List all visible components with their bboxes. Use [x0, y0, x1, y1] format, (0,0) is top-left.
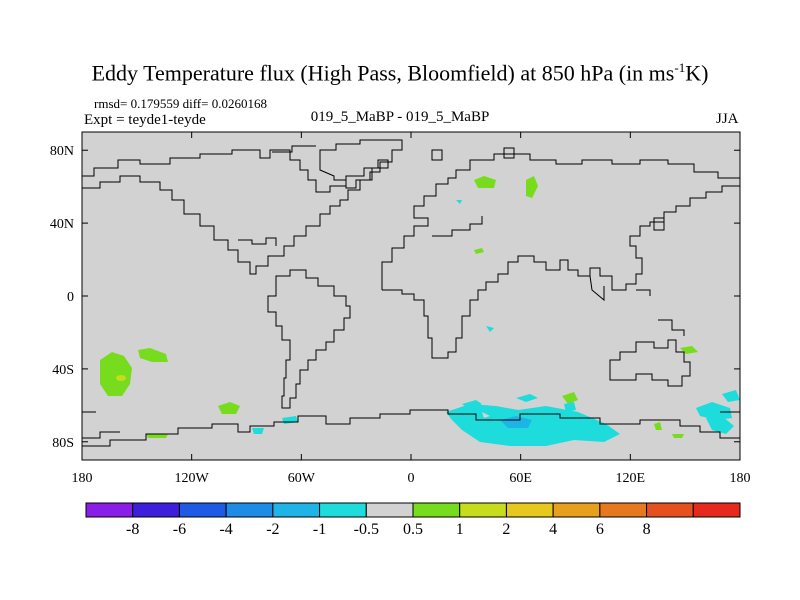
continent-outline	[503, 147, 515, 159]
colorbar-bin	[225, 502, 274, 518]
lat-tick-label: 0	[67, 290, 74, 305]
lat-tick-label: 80N	[50, 144, 74, 159]
continent-outline	[82, 431, 120, 439]
colorbar-label: 8	[643, 521, 651, 538]
continent-outline	[82, 149, 389, 275]
colorbar-bin	[365, 502, 414, 518]
anomaly-patch	[462, 400, 482, 410]
colorbar-bin	[552, 502, 601, 518]
anomaly-patch	[500, 416, 532, 428]
colorbar-label: -8	[126, 521, 139, 538]
colorbar-bin	[319, 502, 367, 518]
colorbar-label: 1	[456, 521, 464, 538]
continent-outline	[267, 269, 351, 409]
colorbar: -8 -6 -4 -2 -1 -0.5 0.5 1 2 4 6 8	[85, 502, 741, 538]
anomaly-patch	[696, 402, 732, 420]
map-background	[82, 132, 740, 460]
anomaly-patch	[252, 428, 264, 434]
continent-outlines	[82, 139, 740, 447]
anomaly-patch	[516, 394, 538, 402]
season-label: JJA	[716, 111, 739, 127]
anomaly-patch	[706, 416, 734, 434]
colorbar-bin	[85, 502, 134, 518]
continent-outline	[238, 237, 277, 246]
continent-outline	[431, 149, 443, 161]
lon-axis: 180 120W 60W 0 60E 120E 180	[72, 132, 751, 486]
lat-axis: 80N 40N 0 40S 80S	[50, 144, 740, 451]
colorbar-bin	[692, 502, 741, 518]
continent-outline	[658, 319, 685, 336]
colorbar-bin	[178, 502, 227, 518]
anomaly-patch	[218, 402, 240, 414]
colorbar-label: 6	[596, 521, 604, 538]
lon-tick-label: 120W	[175, 471, 210, 486]
experiment-label: Expt = teyde1-teyde	[84, 112, 206, 128]
colorbar-bin	[599, 502, 648, 518]
continent-outline	[319, 139, 403, 189]
continent-outline	[653, 217, 665, 231]
anomaly-patch	[486, 326, 494, 332]
anomaly-patch	[456, 200, 462, 204]
anomaly-patch	[672, 434, 684, 438]
lat-tick-label: 40N	[50, 217, 74, 232]
lat-tick-label: 80S	[52, 436, 74, 451]
lon-tick-label: 60W	[288, 471, 316, 486]
anomaly-patch	[146, 434, 168, 438]
colorbar-label: -4	[219, 521, 232, 538]
colorbar-bin	[412, 502, 461, 518]
continent-outline	[382, 185, 740, 359]
anomaly-patch	[722, 390, 740, 402]
anomaly-patch	[100, 352, 132, 396]
colorbar-bin	[646, 502, 694, 518]
anomaly-patch	[564, 402, 576, 412]
colorbar-label: -2	[266, 521, 279, 538]
plot-title: Eddy Temperature flux (High Pass, Bloomf…	[91, 60, 709, 86]
anomaly-patch	[482, 412, 490, 418]
anomaly-patch	[526, 176, 538, 198]
center-label: 019_5_MaBP - 019_5_MaBP	[310, 109, 490, 125]
anomaly-patch	[654, 422, 662, 430]
anomaly-patch	[116, 375, 126, 381]
continent-outline	[272, 145, 316, 153]
stats-label: rmsd= 0.179559 diff= 0.0260168	[94, 96, 267, 111]
colorbar-label: 4	[549, 521, 557, 538]
lon-tick-label: 60E	[509, 471, 532, 486]
lat-tick-label: 40S	[52, 363, 74, 378]
continent-outline	[381, 153, 740, 290]
colorbar-label: -1	[313, 521, 326, 538]
anomaly-patch	[138, 348, 168, 362]
colorbar-bin	[459, 502, 507, 518]
lon-tick-label: 0	[408, 471, 415, 486]
continent-outline	[432, 216, 483, 237]
colorbar-bin	[505, 502, 554, 518]
anomaly-patch	[474, 248, 484, 254]
colorbar-label: -6	[173, 521, 186, 538]
lon-tick-label: 120E	[616, 471, 646, 486]
anomaly-patch	[446, 404, 620, 446]
map-panel: 80N 40N 0 40S 80S 180 120W 60W 0 60E 120E 180	[50, 131, 751, 486]
colorbar-label: 2	[502, 521, 510, 538]
anomaly-patch	[562, 392, 578, 404]
anomaly-patch	[474, 176, 496, 188]
colorbar-bin	[132, 502, 180, 518]
colorbar-label: -0.5	[354, 521, 379, 538]
continent-outline	[589, 275, 605, 302]
colorbar-label: 0.5	[403, 521, 423, 538]
continent-outline	[636, 289, 651, 296]
lon-tick-label: 180	[730, 471, 751, 486]
continent-outline	[609, 339, 691, 387]
continent-outline	[82, 409, 740, 447]
lon-tick-label: 180	[72, 471, 93, 486]
colorbar-bin	[272, 502, 321, 518]
